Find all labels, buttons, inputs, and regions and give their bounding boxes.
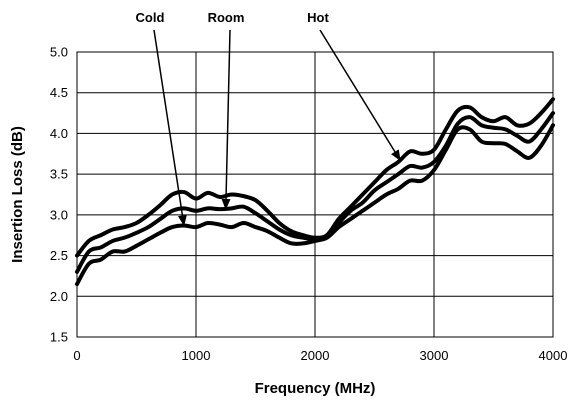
x-tick-label: 2000 — [301, 348, 330, 363]
series-line-hot — [75, 97, 555, 258]
annotation-layer: Cold Room Hot — [136, 10, 401, 227]
annotation-label-room: Room — [208, 10, 245, 25]
annotation-label-hot: Hot — [307, 10, 329, 25]
annotation-arrowhead-room — [221, 198, 231, 210]
y-tick-label: 1.5 — [50, 330, 68, 345]
y-tick-label: 4.5 — [50, 85, 68, 100]
plot-frame — [76, 51, 554, 338]
x-tick-label: 4000 — [539, 348, 568, 363]
annotation-arrow-hot — [319, 29, 396, 153]
y-tick-label: 5.0 — [50, 45, 68, 60]
y-tick-label: 3.0 — [50, 207, 68, 222]
series-layer — [75, 97, 555, 287]
tick-label-layer: 1.5 2.0 2.5 3.0 3.5 4.0 4.5 5.0 0 1000 2000 3000 400… — [50, 45, 568, 364]
x-tick-label: 0 — [73, 348, 80, 363]
annotation-arrowhead-cold — [177, 214, 187, 227]
x-tick-label: 3000 — [420, 348, 449, 363]
grid-layer — [76, 51, 554, 338]
x-tick-label: 1000 — [182, 348, 211, 363]
annotation-label-cold: Cold — [136, 10, 165, 25]
y-tick-label: 4.0 — [50, 126, 68, 141]
y-tick-label: 2.5 — [50, 248, 68, 263]
annotation-arrowhead-hot — [391, 149, 401, 162]
y-tick-label: 2.0 — [50, 289, 68, 304]
annotation-arrow-cold — [153, 29, 184, 216]
y-tick-label: 3.5 — [50, 167, 68, 182]
y-axis-title: Insertion Loss (dB) — [9, 126, 26, 263]
x-axis-title: Frequency (MHz) — [255, 380, 376, 397]
annotation-arrow-room — [225, 29, 231, 199]
